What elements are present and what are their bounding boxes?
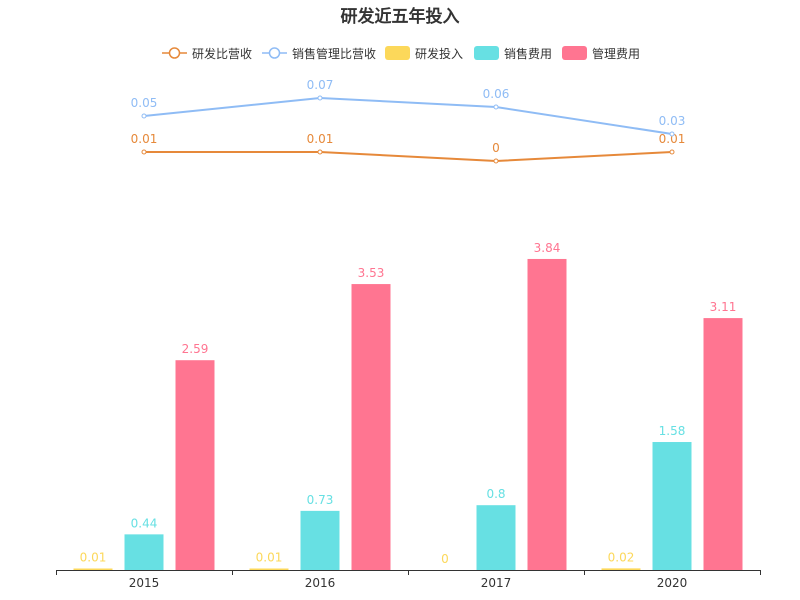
line-point bbox=[317, 95, 323, 101]
legend-item[interactable]: 研发比营收 bbox=[162, 44, 252, 62]
series-line-1 bbox=[143, 96, 673, 135]
legend-label: 销售费用 bbox=[504, 46, 553, 61]
bar-0-3 bbox=[601, 568, 641, 570]
line-data-label: 0.05 bbox=[131, 96, 158, 110]
bar-data-label: 1.58 bbox=[659, 424, 686, 438]
line-data-label: 0.06 bbox=[483, 87, 510, 101]
line-point bbox=[493, 158, 499, 164]
line-data-label: 0.01 bbox=[131, 132, 158, 146]
line-point bbox=[493, 104, 499, 110]
bar-1-1 bbox=[300, 510, 340, 570]
bar-2-2 bbox=[527, 258, 567, 570]
x-tick-label: 2016 bbox=[305, 576, 336, 590]
line-data-label: 0.07 bbox=[307, 78, 334, 92]
series-line-0 bbox=[144, 151, 673, 163]
line-data-label: 0.01 bbox=[307, 132, 334, 146]
line-point bbox=[669, 131, 675, 137]
bar-1-2 bbox=[476, 505, 516, 570]
line-data-label: 0 bbox=[492, 141, 500, 155]
line-point bbox=[141, 149, 147, 155]
x-tick-label: 2017 bbox=[481, 576, 512, 590]
chart-title: 研发近五年投入 bbox=[340, 7, 460, 27]
bar-2-1 bbox=[351, 284, 391, 570]
bar-data-label: 0.73 bbox=[307, 493, 334, 507]
legend-item[interactable]: 销售管理比营收 bbox=[262, 44, 376, 62]
line-point bbox=[669, 149, 675, 155]
legend-label: 研发投入 bbox=[415, 46, 464, 61]
legend-bar-swatch-icon bbox=[474, 46, 499, 60]
bar-0-1 bbox=[249, 568, 289, 570]
bar-1-3 bbox=[652, 442, 692, 570]
legend-bar-swatch-icon bbox=[562, 46, 587, 60]
legend-label: 管理费用 bbox=[592, 46, 641, 61]
legend: 研发比营收 销售管理比营收 研发投入 销售费用 管理费用 bbox=[0, 44, 800, 64]
line-data-label: 0.01 bbox=[659, 132, 686, 146]
bar-data-label: 3.53 bbox=[358, 266, 385, 280]
legend-bar-swatch-icon bbox=[385, 46, 410, 60]
bar-2-0 bbox=[175, 360, 215, 570]
bar-data-label: 0.01 bbox=[80, 551, 107, 565]
bar-data-label: 0 bbox=[441, 552, 449, 566]
bar-data-label: 3.84 bbox=[534, 241, 561, 255]
line-point bbox=[317, 149, 323, 155]
legend-line-marker-icon bbox=[262, 47, 287, 59]
bar-data-label: 0.02 bbox=[608, 550, 635, 564]
bar-1-0 bbox=[124, 534, 164, 570]
legend-label: 销售管理比营收 bbox=[292, 46, 377, 61]
x-tick-label: 2015 bbox=[129, 576, 160, 590]
line-point bbox=[141, 113, 147, 119]
legend-item[interactable]: 销售费用 bbox=[474, 44, 552, 62]
legend-item[interactable]: 管理费用 bbox=[562, 44, 640, 62]
bar-data-label: 0.44 bbox=[131, 516, 158, 530]
legend-label: 研发比营收 bbox=[192, 46, 253, 61]
x-tick-label: 2020 bbox=[657, 576, 688, 590]
bar-0-0 bbox=[73, 568, 113, 570]
bar-data-label: 3.11 bbox=[710, 300, 737, 314]
bar-data-label: 0.8 bbox=[486, 487, 505, 501]
bar-2-3 bbox=[703, 318, 743, 570]
line-data-label: 0.03 bbox=[659, 114, 686, 128]
legend-item[interactable]: 研发投入 bbox=[385, 44, 463, 62]
bar-data-label: 2.59 bbox=[182, 342, 209, 356]
legend-line-marker-icon bbox=[162, 47, 187, 59]
bar-data-label: 0.01 bbox=[256, 551, 283, 565]
